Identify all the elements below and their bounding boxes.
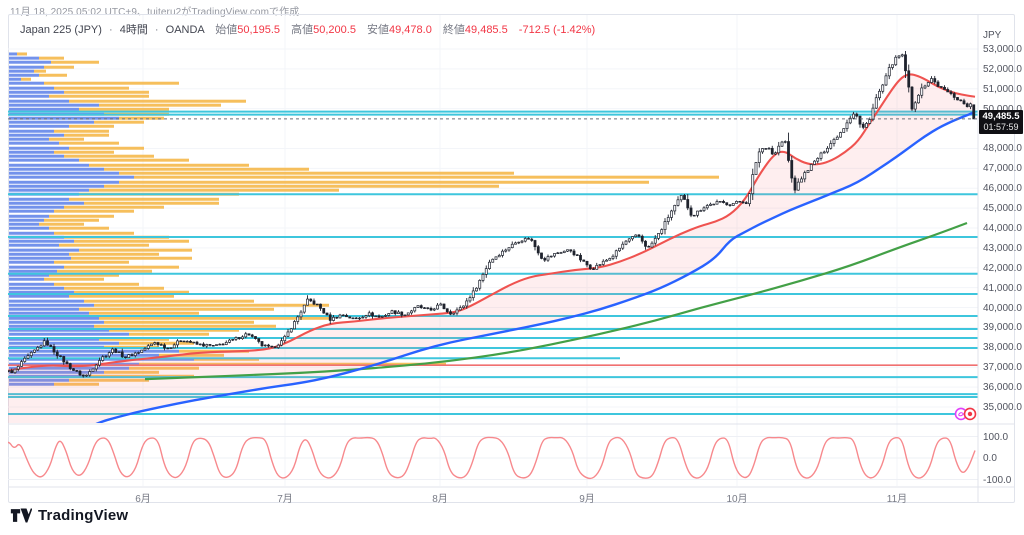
price-tick-label: 51,000.0 [983,83,1022,95]
exchange-label: OANDA [165,24,205,36]
price-tick-label: 43,000.0 [983,242,1022,254]
price-tick-label: 48,000.0 [983,143,1022,155]
price-tick-label: 38,000.0 [983,342,1022,354]
tradingview-logo-icon [10,508,32,523]
price-tick-label: 35,000.0 [983,402,1022,413]
candles-layer[interactable] [1,50,976,378]
last-price-value: 49,485.5 [982,111,1020,122]
month-tick-label: 8月 [432,494,448,505]
close-value: 49,485.5 [464,24,508,36]
price-tick-label: 45,000.0 [983,203,1022,215]
legend-separator: · [154,24,159,36]
oscillator-panel[interactable] [0,436,978,480]
open-label: 始値 [215,24,238,36]
price-tick-label: 50,000.0 [983,104,1022,115]
oscillator-line [8,436,976,480]
tradingview-footer[interactable]: TradingView [10,507,128,524]
tradingview-brand-text: TradingView [38,507,129,524]
ma-fast-red[interactable] [0,73,976,372]
price-tick-label: 47,000.0 [983,163,1022,175]
price-tick-label: 40,000.0 [983,302,1022,314]
price-tick-label: 37,000.0 [983,362,1022,374]
month-tick-label: 7月 [277,494,293,505]
ma-long-green[interactable] [144,221,968,381]
time-axis[interactable]: 6月 7月 8月 9月 10月 11月 [8,488,978,505]
osc-tick-label: -100.0 [983,474,1012,486]
chart-frame [8,14,1015,503]
legend-separator: · [109,24,113,36]
interval-label[interactable]: 4時間 [119,24,148,36]
month-tick-label: 9月 [579,494,595,505]
low-label: 安値 [367,24,390,36]
month-tick-label: 6月 [135,494,151,505]
bar-countdown: 01:57:59 [983,122,1019,132]
change-value: -712.5 (-1.42%) [518,24,596,36]
price-tick-label: 41,000.0 [983,282,1022,294]
price-tick-label: 44,000.0 [983,223,1022,234]
currency-label: JPY [983,30,1002,41]
high-value: 50,200.5 [313,24,356,36]
symbol-name[interactable]: Japan 225 (JPY) [20,24,102,36]
osc-tick-label: 0.0 [983,453,997,464]
price-tick-label: 36,000.0 [983,382,1022,394]
price-axis[interactable]: 53,000.0 52,000.0 51,000.0 50,000.0 48,000.0… [979,14,1023,487]
low-value: 49,478.0 [389,24,432,36]
month-tick-label: 10月 [726,494,748,505]
price-tick-label: 39,000.0 [983,322,1022,334]
osc-tick-label: 100.0 [983,431,1009,443]
ma-ribbon-fill [8,74,975,423]
symbol-legend[interactable]: Japan 225 (JPY) · 4時間 · OANDA 始値50,195.5… [20,21,595,37]
price-tick-label: 42,000.0 [983,262,1022,274]
last-price-tag: 49,485.5 01:57:59 [979,110,1023,134]
month-tick-label: 11月 [886,494,908,505]
price-tick-label: 52,000.0 [983,63,1022,75]
ma-slow-blue[interactable] [40,110,976,452]
price-tick-label: 46,000.0 [983,183,1022,195]
high-label: 高値 [291,24,314,36]
price-tick-label: 53,000.0 [983,44,1022,55]
close-label: 終値 [442,24,465,36]
open-value: 50,195.5 [237,24,281,36]
creation-watermark: 11月 18, 2025 05:02 UTC+9、tuiteru2がTradin… [10,7,300,18]
emoji-markers[interactable] [954,407,977,421]
